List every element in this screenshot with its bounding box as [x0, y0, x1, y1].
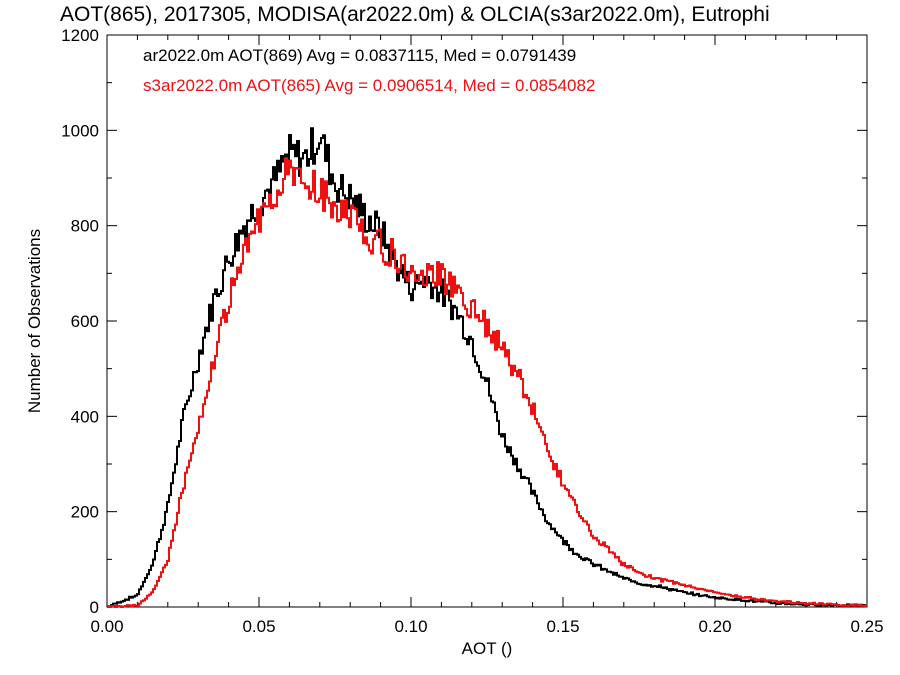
- x-tick-label: 0.05: [242, 617, 275, 636]
- x-tick-label: 0.20: [698, 617, 731, 636]
- axis-ticks: 0.00 0.05 0.10 0.15 0.20 0.25 0 200 400 600 800 100…: [61, 26, 883, 636]
- legend-entry-olci: s3ar2022.0m AOT(865) Avg = 0.0906514, Me…: [143, 76, 595, 95]
- legend-entry-modis: ar2022.0m AOT(869) Avg = 0.0837115, Med …: [143, 46, 576, 65]
- y-axis-label: Number of Observations: [25, 229, 44, 413]
- y-tick-label: 0: [90, 598, 99, 617]
- x-tick-label: 0.10: [394, 617, 427, 636]
- y-tick-label: 800: [71, 217, 99, 236]
- y-tick-label: 200: [71, 503, 99, 522]
- chart-title: AOT(865), 2017305, MODISA(ar2022.0m) & O…: [60, 3, 770, 26]
- y-tick-label: 1200: [61, 26, 99, 45]
- series-line-modis: [107, 127, 867, 608]
- y-tick-label: 400: [71, 407, 99, 426]
- series-group: [107, 127, 867, 608]
- x-tick-label: 0.00: [90, 617, 123, 636]
- x-axis-label: AOT (): [462, 639, 513, 658]
- series-line-olci: [107, 157, 867, 608]
- y-tick-label: 600: [71, 312, 99, 331]
- y-tick-label: 1000: [61, 121, 99, 140]
- x-tick-label: 0.25: [850, 617, 883, 636]
- x-tick-label: 0.15: [546, 617, 579, 636]
